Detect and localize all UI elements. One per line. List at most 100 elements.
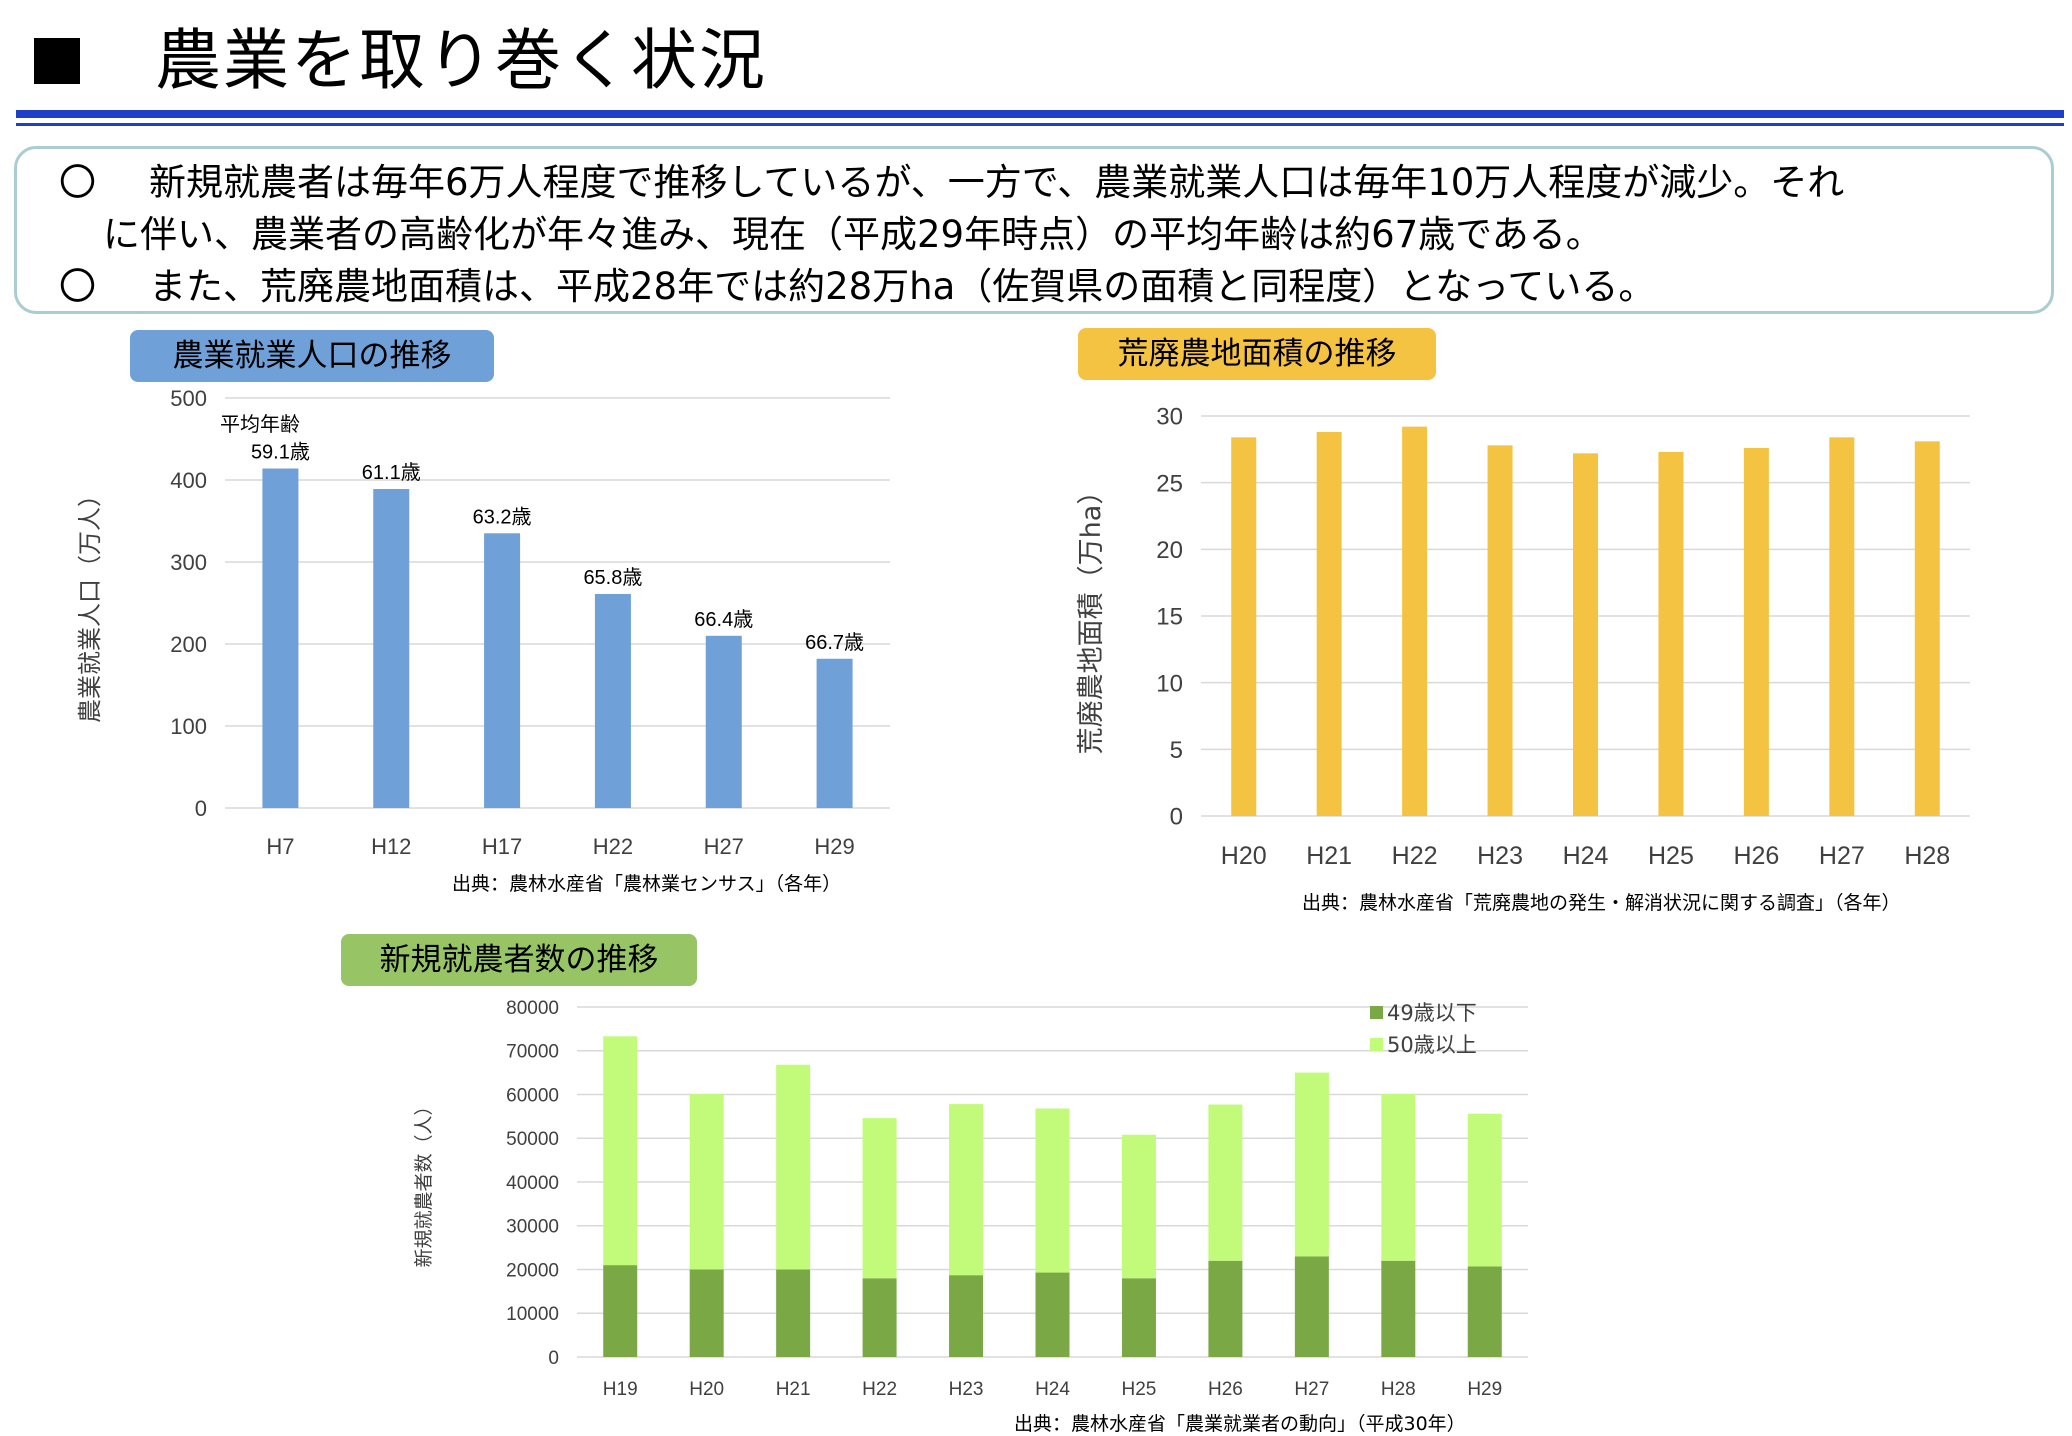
chart-2-xtick-label: H24 — [1563, 842, 1609, 870]
chart-3-bar-over50 — [1467, 1113, 1502, 1267]
title-rule-thick — [16, 110, 2064, 118]
chart-3-bar-under49 — [949, 1275, 984, 1357]
circle-bullet-icon: 〇 — [59, 161, 96, 204]
chart-2-ytick-label: 5 — [1170, 737, 1183, 764]
chart-2-ytick-label: 0 — [1170, 804, 1183, 831]
page-title: 農業を取り巻く状況 — [155, 22, 767, 99]
chart-3-ytick-label: 10000 — [506, 1304, 559, 1325]
chart-2-bar — [1658, 452, 1684, 816]
chart-3-bar-over50 — [862, 1118, 897, 1279]
chart-3-ytick-label: 60000 — [506, 1085, 559, 1106]
chart-1-bar — [262, 468, 299, 808]
title-square-icon — [34, 38, 80, 84]
chart-3-legend-label-over50: 50歳以上 — [1387, 1033, 1477, 1057]
chart-2-xtick-label: H26 — [1733, 842, 1779, 870]
chart-3-xtick-label: H28 — [1381, 1379, 1416, 1400]
chart-2-bar — [1316, 432, 1342, 816]
bullet-2-line-1: 〇 また、荒廃農地面積は、平成28年では約28万ha（佐賀県の面積と同程度）となっ… — [59, 261, 2027, 313]
chart-3-xtick-label: H27 — [1294, 1379, 1329, 1400]
chart-1-ytick-label: 100 — [170, 714, 207, 739]
chart-2-xtick-label: H25 — [1648, 842, 1694, 870]
chart-2-ytick-label: 10 — [1156, 670, 1183, 697]
chart-2-bar — [1231, 437, 1257, 816]
chart-3-bar-over50 — [949, 1104, 984, 1276]
page-header: 農業を取り巻く状況 — [20, 10, 2060, 105]
chart-2-bar — [1914, 441, 1940, 816]
chart-1-data-label: 66.7歳 — [805, 631, 864, 654]
chart-3-xtick-label: H19 — [603, 1379, 638, 1400]
chart-3-bar-over50 — [1381, 1094, 1416, 1261]
chart-3-xtick-label: H20 — [689, 1379, 724, 1400]
chart-3-xtick-label: H22 — [862, 1379, 897, 1400]
chart-3-ytick-label: 50000 — [506, 1129, 559, 1150]
chart-1-data-label: 66.4歳 — [694, 608, 753, 631]
circle-bullet-icon: 〇 — [59, 265, 96, 308]
title-rule-thin — [16, 123, 2064, 126]
chart-3-bar-over50 — [776, 1064, 811, 1270]
chart-1-xtick-label: H17 — [482, 834, 522, 859]
chart-2-xtick-label: H22 — [1392, 842, 1438, 870]
chart-2-bar — [1743, 448, 1769, 816]
chart-3-bar-under49 — [689, 1269, 724, 1357]
chart-2-bar — [1487, 445, 1513, 816]
bullet-2-text: また、荒廃農地面積は、平成28年では約28万ha（佐賀県の面積と同程度）となって… — [149, 265, 1656, 308]
chart-1-xtick-label: H7 — [266, 834, 294, 859]
chart-1-data-label: 65.8歳 — [583, 566, 642, 589]
chart-3-ytick-label: 0 — [548, 1348, 559, 1369]
chart-3-bar-over50 — [1208, 1104, 1243, 1261]
chart-3-y-axis-label: 新規就農者数（人） — [413, 1096, 435, 1267]
bullet-1-line-2: に伴い、農業者の高齢化が年々進み、現在（平成29年時点）の平均年齢は約67歳であ… — [103, 213, 1603, 256]
chart-3-bar-under49 — [862, 1278, 897, 1357]
chart-2-xtick-label: H28 — [1904, 842, 1950, 870]
chart-2-title: 荒廃農地面積の推移 — [1078, 328, 1436, 380]
chart-3-bar-over50 — [1035, 1108, 1070, 1273]
chart-3-bar-under49 — [1294, 1256, 1329, 1357]
chart-1-bar — [484, 533, 521, 808]
chart-1-data-label: 61.1歳 — [362, 461, 421, 484]
chart-3-ytick-label: 20000 — [506, 1260, 559, 1281]
chart-2-xtick-label: H20 — [1221, 842, 1267, 870]
chart-1-bar — [594, 593, 631, 808]
chart-1-ytick-label: 400 — [170, 468, 207, 493]
chart-1-xtick-label: H22 — [593, 834, 633, 859]
bullet-1-text: 新規就農者は毎年6万人程度で推移しているが、一方で、農業就業人口は毎年10万人程… — [149, 161, 1845, 204]
chart-1-xtick-label: H27 — [704, 834, 744, 859]
chart-1-ytick-label: 200 — [170, 632, 207, 657]
chart-3-ytick-label: 30000 — [506, 1217, 559, 1238]
chart-3-bar-under49 — [1208, 1260, 1243, 1357]
chart-2-source: 出典：農林水産省「荒廃農地の発生・解消状況に関する調査」（各年） — [1302, 892, 1901, 914]
chart-2-xtick-label: H21 — [1306, 842, 1352, 870]
chart-3-bar-over50 — [1121, 1134, 1156, 1279]
chart-3-bar-under49 — [603, 1265, 638, 1357]
chart-3-legend-label-under49: 49歳以下 — [1387, 1001, 1477, 1025]
summary-box: 〇 新規就農者は毎年6万人程度で推移しているが、一方で、農業就業人口は毎年10万人… — [14, 146, 2054, 314]
chart-2-ytick-label: 30 — [1156, 404, 1183, 431]
chart-2-bar — [1829, 437, 1855, 816]
chart-3-bar-over50 — [603, 1036, 638, 1266]
chart-3-xtick-label: H21 — [776, 1379, 811, 1400]
chart-2-bar — [1573, 453, 1598, 816]
chart-3-bar-under49 — [1381, 1260, 1416, 1357]
chart-1-bar — [705, 635, 742, 808]
chart-1-bar — [816, 658, 853, 808]
chart-3-bar-under49 — [1467, 1266, 1502, 1357]
chart-1-title: 農業就業人口の推移 — [130, 330, 494, 382]
chart-2-y-axis-label: 荒廃農地面積（万ha） — [1076, 478, 1107, 755]
chart-3-title: 新規就農者数の推移 — [341, 934, 697, 986]
chart-2-bar — [1402, 426, 1428, 816]
chart-2-ytick-label: 20 — [1156, 537, 1183, 564]
chart-3-bar-under49 — [1121, 1278, 1156, 1357]
chart-2-xtick-label: H23 — [1477, 842, 1523, 870]
chart-3-ytick-label: 40000 — [506, 1173, 559, 1194]
chart-1-y-axis-label: 農業就業人口（万人） — [76, 483, 104, 723]
chart-3-bar-under49 — [1035, 1272, 1070, 1357]
chart-1-ytick-label: 0 — [195, 796, 207, 821]
chart-2-ytick-label: 25 — [1156, 470, 1183, 497]
chart-3-xtick-label: H25 — [1122, 1379, 1157, 1400]
chart-1-ytick-label: 500 — [170, 386, 207, 411]
chart-3-ytick-label: 70000 — [506, 1042, 559, 1063]
chart-1-source: 出典：農林水産省「農林業センサス」（各年） — [452, 873, 842, 895]
chart-1-data-label: 63.2歳 — [473, 505, 532, 528]
bullet-1-line-1: 〇 新規就農者は毎年6万人程度で推移しているが、一方で、農業就業人口は毎年10万人… — [59, 157, 2027, 209]
